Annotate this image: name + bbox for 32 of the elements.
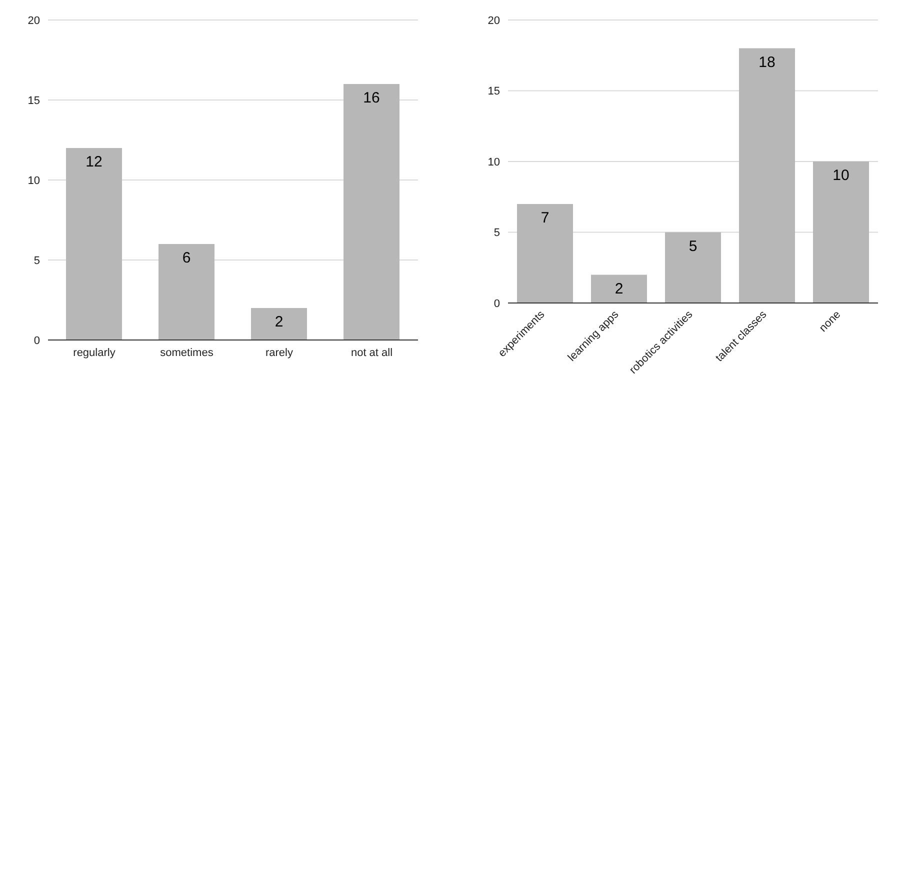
- y-tick-label: 5: [494, 227, 500, 240]
- data-label: 5: [688, 238, 698, 255]
- y-tick-label: 20: [28, 14, 40, 27]
- bar: [158, 244, 214, 340]
- data-label: 6: [182, 250, 191, 267]
- data-label: 10: [832, 167, 850, 184]
- data-label: 2: [614, 280, 624, 298]
- x-tick-label: not at all: [350, 346, 393, 359]
- y-tick-label: 20: [488, 14, 500, 27]
- x-tick-label: regularly: [73, 346, 116, 359]
- y-tick-label: 0: [34, 334, 40, 347]
- bar: [591, 274, 647, 303]
- data-label: 7: [540, 210, 550, 227]
- x-tick-label: rarely: [265, 346, 294, 359]
- y-tick-label: 5: [34, 254, 40, 267]
- y-tick-label: 10: [488, 156, 500, 168]
- y-tick-label: 15: [28, 94, 40, 107]
- y-tick-label: 0: [494, 298, 500, 310]
- bar: [665, 232, 721, 303]
- bar: [344, 84, 400, 340]
- bar: [739, 48, 795, 303]
- data-label: 16: [363, 90, 380, 107]
- bar: [813, 162, 869, 303]
- x-tick-label: sometimes: [160, 346, 214, 359]
- bar: [66, 148, 122, 340]
- data-label: 12: [86, 154, 102, 171]
- data-label: 18: [758, 54, 776, 71]
- y-tick-label: 10: [28, 174, 40, 187]
- bar: [517, 204, 573, 303]
- y-tick-label: 15: [488, 86, 500, 98]
- data-label: 2: [274, 314, 284, 331]
- bar: [251, 308, 307, 340]
